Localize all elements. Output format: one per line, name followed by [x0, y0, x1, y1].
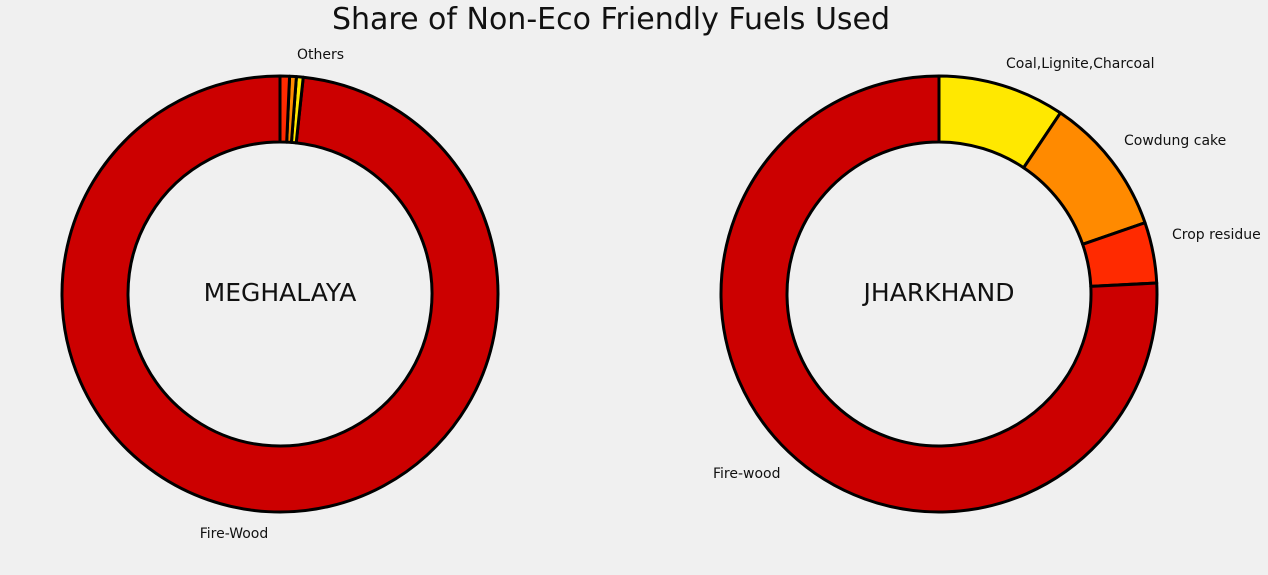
- chart-title: Share of Non-Eco Friendly Fuels Used: [331, 2, 891, 37]
- center-label-meghalaya: MEGHALAYA: [204, 278, 357, 307]
- slice-label-jharkhand-coal-lignite-charcoal: Coal,Lignite,Charcoal: [1006, 56, 1155, 72]
- meghalaya-donut: Fire-Wood Others MEGHALAYA: [60, 47, 500, 542]
- slice-jharkhand-fire-wood: [719, 74, 1159, 514]
- center-label-jharkhand: JHARKHAND: [862, 278, 1015, 307]
- slice-label-jharkhand-fire-wood: Fire-wood: [713, 466, 781, 482]
- jharkhand-donut: Coal,Lignite,Charcoal Cowdung cake Crop re…: [713, 56, 1261, 514]
- slice-label-meghalaya-others: Others: [297, 47, 344, 63]
- slice-meghalaya-fire-wood: [60, 74, 500, 514]
- slice-label-jharkhand-crop-residue: Crop residue: [1172, 227, 1261, 243]
- slice-meghalaya-others: [278, 74, 292, 144]
- slice-label-jharkhand-cowdung-cake: Cowdung cake: [1124, 133, 1226, 149]
- slice-label-meghalaya-fire-wood: Fire-Wood: [200, 526, 269, 542]
